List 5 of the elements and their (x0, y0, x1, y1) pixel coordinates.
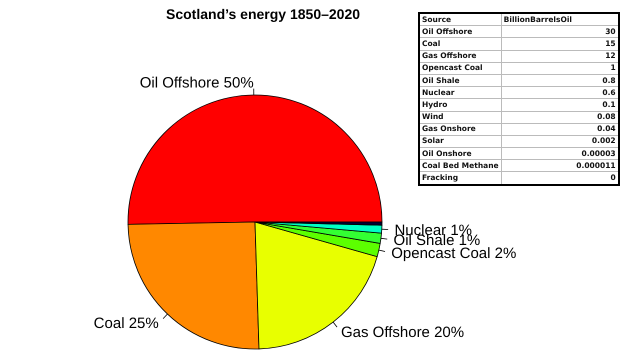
slice-label: Gas Offshore 20% (340, 324, 464, 342)
slice-label: Opencast Coal 2% (391, 244, 516, 262)
chart-title: Scotland’s energy 1850–2020 (166, 6, 360, 22)
slice-label: Oil Offshore 50% (140, 74, 254, 92)
slice-label: Coal 25% (94, 315, 159, 332)
